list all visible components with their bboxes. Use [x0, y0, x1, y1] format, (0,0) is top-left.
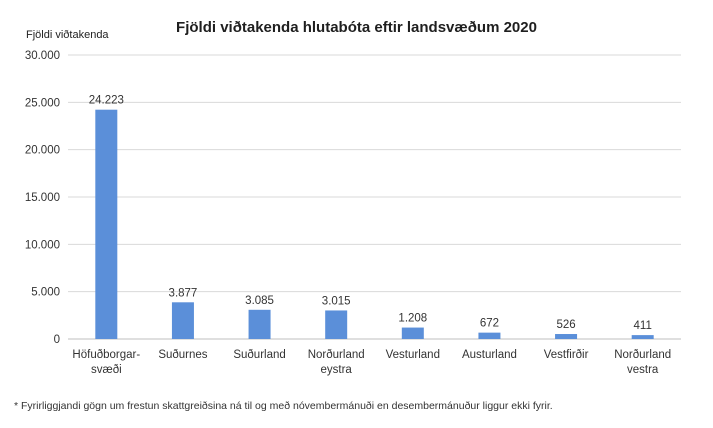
y-axis-title: Fjöldi viðtakenda [26, 29, 109, 41]
data-label: 3.085 [245, 295, 274, 307]
x-tick-label: Norðurland [308, 349, 365, 361]
x-tick-label: eystra [321, 364, 353, 376]
x-tick-label: Austurland [462, 349, 517, 361]
y-tick-label: 0 [54, 334, 60, 346]
data-label: 672 [480, 318, 499, 330]
x-tick-label: Vestfirðir [544, 349, 589, 361]
data-label: 3.015 [322, 295, 351, 307]
x-tick-label: svæði [91, 364, 122, 376]
y-tick-label: 10.000 [25, 239, 60, 251]
bar [478, 332, 501, 339]
x-tick-label: Suðurnes [158, 349, 207, 361]
bar [248, 309, 271, 339]
y-tick-label: 30.000 [25, 50, 60, 62]
y-tick-label: 15.000 [25, 192, 60, 204]
x-tick-label: Höfuðborgar- [72, 349, 140, 361]
data-label: 1.208 [398, 313, 427, 325]
bar [631, 335, 654, 339]
data-label: 24.223 [89, 95, 124, 107]
y-tick-label: 25.000 [25, 97, 60, 109]
chart-title: Fjöldi viðtakenda hlutabóta eftir landsv… [176, 19, 537, 36]
bar [325, 310, 348, 339]
bar [95, 109, 118, 339]
bar [555, 334, 578, 339]
y-tick-label: 20.000 [25, 145, 60, 157]
x-tick-label: Norðurland [614, 349, 671, 361]
x-tick-label: vestra [627, 364, 659, 376]
data-label: 411 [634, 320, 652, 332]
footnote: * Fyrirliggjandi gögn um frestun skattgr… [14, 400, 553, 412]
y-tick-label: 5.000 [31, 287, 60, 299]
bar [171, 302, 194, 339]
data-label: 3.877 [169, 287, 198, 299]
data-label: 526 [556, 319, 575, 331]
x-tick-label: Vesturland [386, 349, 440, 361]
x-tick-label: Suðurland [233, 349, 285, 361]
bar [401, 327, 424, 339]
